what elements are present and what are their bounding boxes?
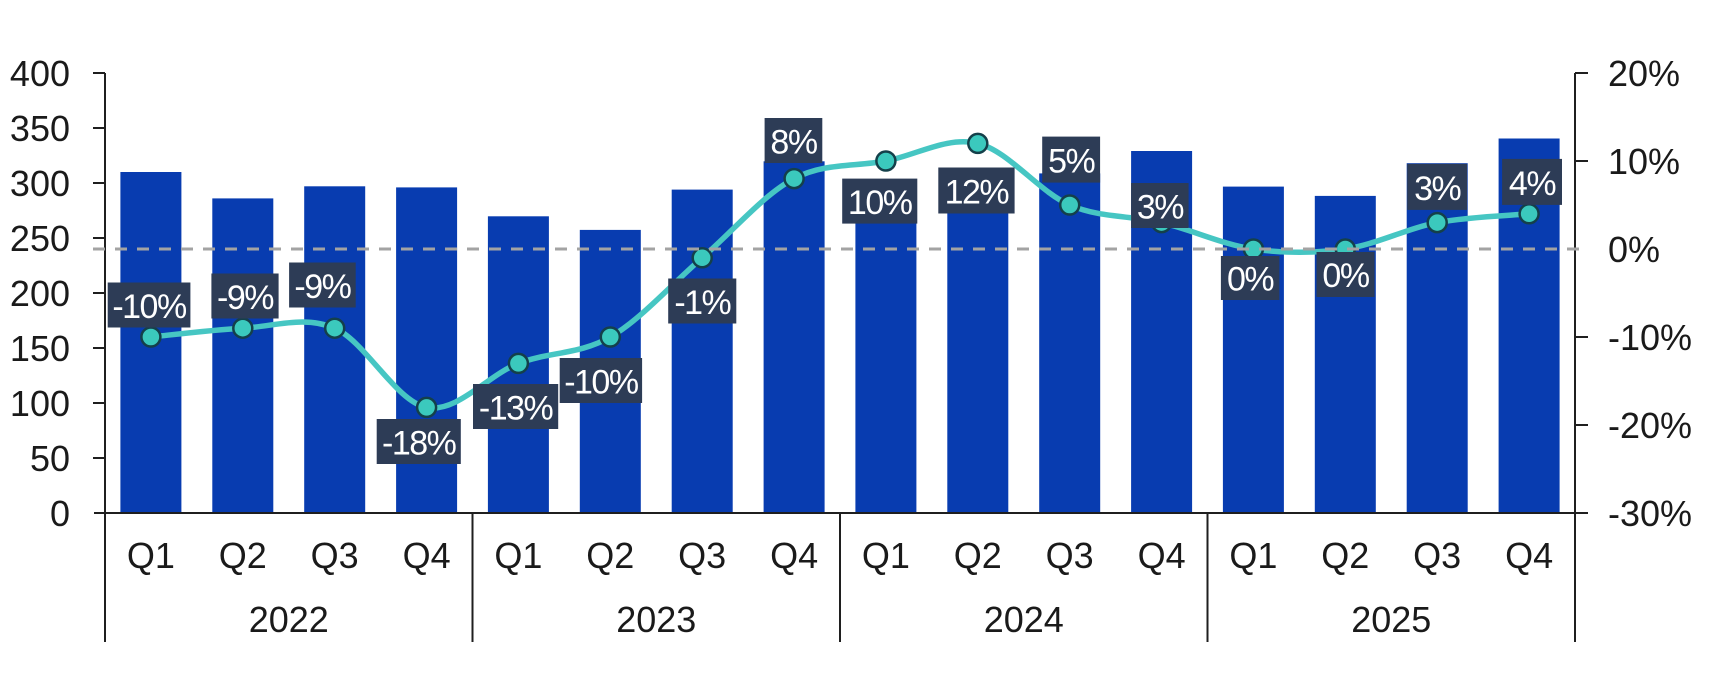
svg-text:Q2: Q2	[954, 535, 1002, 576]
svg-text:Q1: Q1	[862, 535, 910, 576]
svg-text:10%: 10%	[848, 184, 913, 222]
svg-text:100: 100	[10, 383, 70, 424]
svg-text:Q4: Q4	[770, 535, 818, 576]
svg-text:0%: 0%	[1322, 257, 1369, 295]
svg-text:150: 150	[10, 328, 70, 369]
svg-text:-30%: -30%	[1608, 493, 1692, 534]
svg-text:Q2: Q2	[586, 535, 634, 576]
svg-text:Q1: Q1	[494, 535, 542, 576]
svg-text:350: 350	[10, 108, 70, 149]
svg-text:-1%: -1%	[674, 284, 731, 322]
svg-text:-10%: -10%	[1608, 317, 1692, 358]
svg-text:2025: 2025	[1351, 599, 1431, 640]
svg-text:2022: 2022	[249, 599, 329, 640]
svg-text:-9%: -9%	[294, 268, 351, 306]
svg-text:12%: 12%	[945, 174, 1010, 212]
svg-text:0: 0	[50, 493, 70, 534]
svg-text:Q4: Q4	[403, 535, 451, 576]
svg-text:Q4: Q4	[1138, 535, 1186, 576]
svg-text:10%: 10%	[1608, 141, 1680, 182]
svg-text:-18%: -18%	[382, 425, 457, 463]
svg-text:0%: 0%	[1227, 260, 1274, 298]
svg-text:Q4: Q4	[1505, 535, 1553, 576]
svg-text:300: 300	[10, 163, 70, 204]
svg-text:-10%: -10%	[564, 364, 639, 402]
svg-text:250: 250	[10, 218, 70, 259]
svg-text:Q3: Q3	[311, 535, 359, 576]
svg-text:5%: 5%	[1048, 143, 1095, 181]
svg-text:2023: 2023	[616, 599, 696, 640]
svg-text:8%: 8%	[770, 124, 817, 162]
svg-text:400: 400	[10, 53, 70, 94]
svg-text:Q1: Q1	[127, 535, 175, 576]
svg-text:Q1: Q1	[1229, 535, 1277, 576]
svg-text:Q3: Q3	[1046, 535, 1094, 576]
svg-text:Q3: Q3	[1413, 535, 1461, 576]
svg-text:-20%: -20%	[1608, 405, 1692, 446]
svg-text:20%: 20%	[1608, 53, 1680, 94]
svg-text:3%: 3%	[1137, 189, 1184, 227]
svg-text:4%: 4%	[1509, 165, 1556, 203]
svg-text:-10%: -10%	[112, 288, 187, 326]
svg-text:-9%: -9%	[217, 279, 274, 317]
svg-text:3%: 3%	[1414, 170, 1461, 208]
svg-text:Q2: Q2	[1321, 535, 1369, 576]
svg-text:50: 50	[30, 438, 70, 479]
svg-text:Q2: Q2	[219, 535, 267, 576]
svg-text:0%: 0%	[1608, 229, 1660, 270]
svg-text:2024: 2024	[984, 599, 1064, 640]
svg-text:200: 200	[10, 273, 70, 314]
svg-text:-13%: -13%	[479, 390, 554, 428]
svg-text:Q3: Q3	[678, 535, 726, 576]
